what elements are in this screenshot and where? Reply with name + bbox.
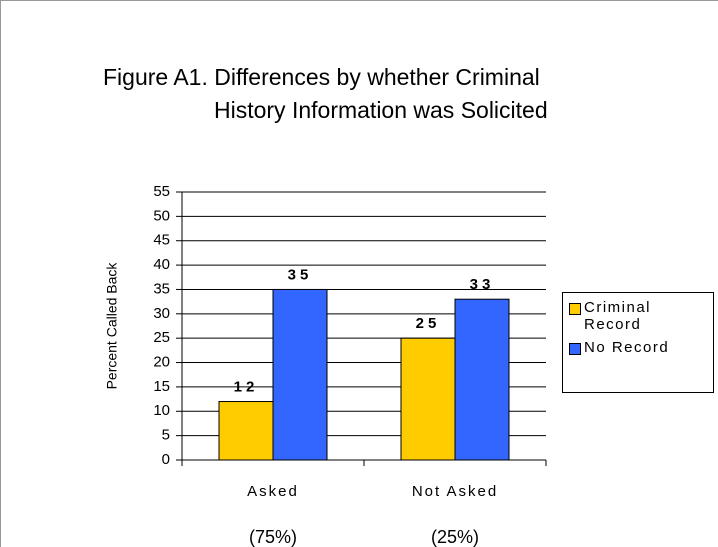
bar: [454, 298, 510, 461]
chart-title: History Information was Solicited: [214, 97, 548, 123]
bar: [400, 337, 456, 461]
y-tick-label: 50: [153, 207, 170, 224]
y-tick-label: 0: [162, 451, 170, 468]
y-tick-label: 15: [153, 378, 170, 395]
data-label: 33: [470, 276, 495, 293]
y-tick-label: 55: [153, 183, 170, 200]
y-tick-label: 40: [153, 256, 170, 273]
chart-title: Figure A1. Differences by whether Crimin…: [103, 64, 540, 90]
legend-item: No Record: [569, 339, 709, 356]
data-label: 12: [234, 378, 259, 395]
category-note: (25%): [431, 527, 479, 547]
x-tick-label: Asked: [247, 483, 299, 500]
data-label: 25: [416, 315, 441, 332]
y-axis-label: Percent Called Back: [104, 262, 120, 390]
x-tick-label: Not Asked: [412, 483, 498, 500]
y-tick-label: 10: [153, 402, 170, 419]
y-tick-label: 25: [153, 329, 170, 346]
bar: [218, 401, 274, 461]
legend-swatch: [569, 303, 581, 315]
y-tick-label: 5: [162, 427, 170, 444]
legend: Criminal Record No Record: [562, 292, 714, 393]
legend-label: No Record: [584, 339, 670, 356]
y-tick-label: 45: [153, 232, 170, 249]
data-label: 35: [288, 266, 313, 283]
legend-label: Criminal Record: [584, 299, 652, 333]
y-tick-label: 35: [153, 280, 170, 297]
category-note: (75%): [249, 527, 297, 547]
y-tick-label: 30: [153, 305, 170, 322]
bar: [272, 288, 328, 461]
legend-item: Criminal Record: [569, 299, 709, 333]
legend-swatch: [569, 343, 581, 355]
y-tick-label: 20: [153, 354, 170, 371]
